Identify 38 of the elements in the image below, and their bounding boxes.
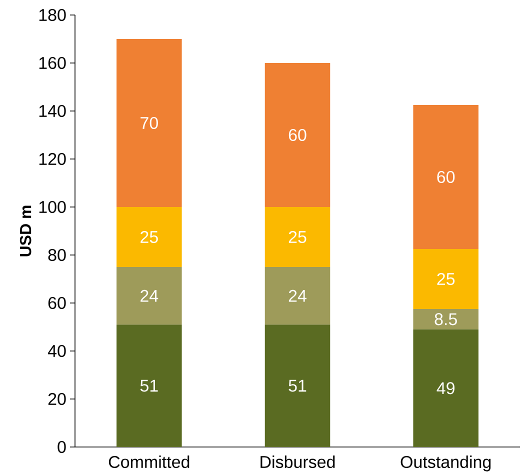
data-label: 25 [437, 272, 455, 286]
x-tick-label: Committed [108, 456, 190, 468]
data-label: 51 [288, 380, 306, 392]
y-tick-label: 180 [39, 8, 66, 22]
x-tick-label: Disbursed [260, 456, 335, 468]
y-tick-label: 20 [48, 392, 66, 406]
y-tick-label: 140 [39, 104, 66, 118]
bar [116, 324, 182, 447]
y-axis-title: USD m [20, 206, 32, 256]
y-tick-label: 80 [48, 248, 66, 262]
bar [413, 329, 478, 447]
data-label: 60 [437, 170, 455, 184]
bar [264, 206, 330, 267]
data-label: 8.5 [434, 313, 457, 326]
y-tick-label: 40 [48, 344, 66, 358]
y-tick-label: 160 [39, 56, 66, 70]
x-tick-label: Outstanding [400, 456, 491, 472]
bar [264, 267, 330, 325]
data-label: 70 [140, 116, 158, 130]
data-label: 25 [140, 230, 158, 244]
bar [264, 324, 330, 447]
bar [116, 206, 182, 267]
y-tick-label: 0 [58, 440, 66, 454]
data-label: 60 [288, 128, 306, 142]
data-label: 51 [140, 380, 158, 392]
data-label: 24 [288, 290, 306, 302]
data-label: 24 [140, 290, 158, 302]
y-tick-label: 60 [48, 296, 66, 310]
data-label: 25 [288, 230, 306, 244]
data-label: 49 [436, 382, 454, 394]
bar [116, 267, 182, 325]
y-tick-label: 100 [39, 200, 66, 214]
bar [116, 38, 182, 207]
bar [413, 309, 478, 330]
bar [413, 104, 478, 249]
bar [413, 249, 478, 309]
bar [264, 62, 330, 207]
y-tick-label: 120 [39, 152, 66, 166]
